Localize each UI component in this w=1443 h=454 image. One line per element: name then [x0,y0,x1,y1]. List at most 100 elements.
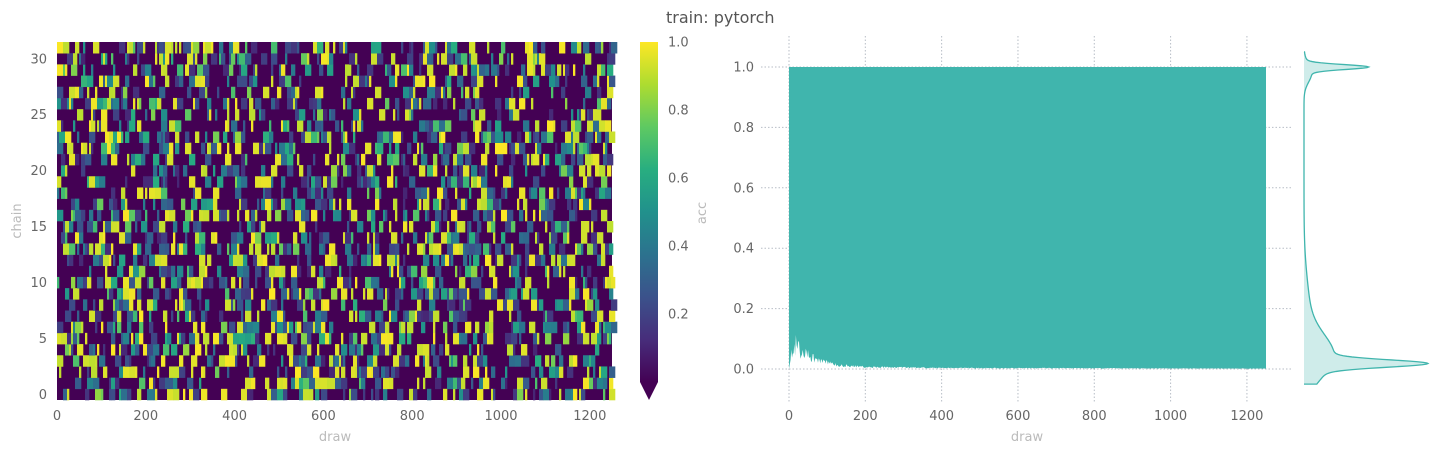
heatmap-cell [529,42,534,54]
heatmap-cell [365,310,372,322]
heatmap-cell [309,97,314,110]
heatmap-cell [441,86,444,99]
heatmap-cell [597,232,604,244]
heatmap-chain-row [61,232,604,244]
heatmap-cell [267,344,270,356]
heatmap-cell [425,355,428,367]
heatmap-cell [145,75,150,88]
heatmap-cell [101,321,104,334]
heatmap-cell [75,321,82,334]
heatmap-cell [595,299,600,311]
heatmap-cell [109,254,112,267]
heatmap-cell [277,332,284,345]
heatmap-cell [437,187,444,199]
heatmap-cell [205,310,208,322]
heatmap-cell [561,86,566,99]
heatmap-cell [351,86,354,99]
heatmap-cell [349,388,352,401]
heatmap-cell [193,321,198,334]
heatmap-cell [329,321,334,334]
heatmap-cell [125,53,128,65]
heatmap-cell [165,243,170,255]
heatmap-cell [511,288,518,300]
heatmap-cell [249,366,254,378]
heatmap-cell [411,265,418,278]
heatmap-cell [437,53,440,65]
heatmap-cell [117,321,122,334]
heatmap-cell [205,75,210,88]
heatmap-cell [571,120,576,132]
heatmap-cell [307,176,310,188]
heatmap-cell [495,243,502,255]
heatmap-cell [111,243,114,255]
heatmap-cell [233,42,240,54]
trace-y-tick-label: 0.0 [733,363,754,378]
heatmap-cell [609,377,614,390]
heatmap-cell [445,42,448,54]
heatmap-cell [373,232,376,244]
heatmap-cell [501,377,506,390]
heatmap-cell [427,53,432,65]
heatmap-cell [435,209,442,222]
heatmap-cell [569,176,574,188]
heatmap-cell [57,86,64,99]
heatmap-cell [287,97,294,110]
heatmap-cell [239,221,242,233]
heatmap-cell [295,109,300,121]
heatmap-cell [439,198,442,211]
heatmap-cell [355,344,358,356]
heatmap-cell [303,299,306,311]
heatmap-cell [233,254,238,267]
heatmap-cell [611,42,618,54]
heatmap-x-ticks: 0 200 400 600 800 1000 1200 [53,409,606,424]
heatmap-cell [423,377,426,390]
heatmap-cell [111,53,114,65]
heatmap-cell [559,388,562,401]
heatmap-cell [325,254,332,267]
heatmap-cell [137,42,144,54]
heatmap-cell [587,131,594,143]
heatmap-cell [151,332,158,345]
heatmap-cell [251,221,256,233]
heatmap-cell [177,265,184,278]
heatmap-cell [607,221,614,233]
heatmap-cell [201,366,204,378]
heatmap-cell [447,53,454,65]
heatmap-cell [331,288,338,300]
heatmap-cell [375,86,382,99]
heatmap-cell [135,221,138,233]
heatmap-cell [243,75,248,88]
heatmap-cell [73,332,78,345]
heatmap-cell [245,209,250,222]
heatmap-cell [443,209,448,222]
heatmap-cell [185,109,192,121]
heatmap-cell [437,366,442,378]
heatmap-cell [193,53,196,65]
heatmap-cell [525,388,528,401]
heatmap-cell [77,221,84,233]
heatmap-cell [65,64,68,76]
heatmap-cell [429,310,434,322]
heatmap-cell [417,97,420,110]
heatmap-cell [353,332,358,345]
heatmap-cell [281,176,286,188]
heatmap-cell [417,377,420,390]
heatmap-cell [199,86,206,99]
heatmap-cell [469,53,472,65]
heatmap-cell [251,332,256,345]
heatmap-cell [125,131,130,143]
heatmap-cell [283,321,288,334]
heatmap-cell [409,310,416,322]
heatmap-cell [363,176,368,188]
heatmap-cell [607,97,612,110]
heatmap-cell [569,276,576,289]
heatmap-cell [593,288,598,300]
heatmap-cell [551,64,556,76]
heatmap-cell [113,131,118,143]
heatmap-cell [239,332,246,345]
heatmap-cell [493,209,496,222]
heatmap-cell [219,42,224,54]
heatmap-cell [127,120,130,132]
heatmap-cell [389,142,392,155]
heatmap-cell [415,75,420,88]
